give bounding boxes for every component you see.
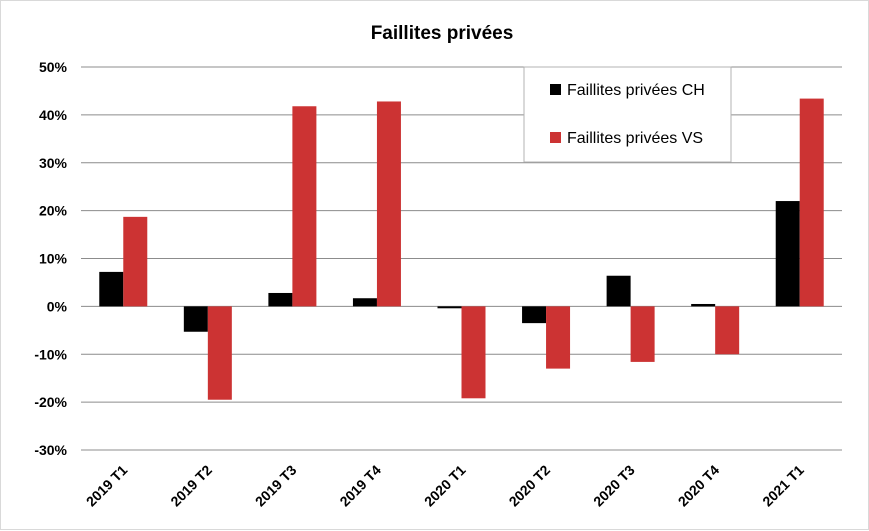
- y-tick-label: -30%: [34, 442, 67, 458]
- bar-ch: [606, 275, 631, 307]
- bar-ch: [352, 298, 377, 307]
- x-tick-label: 2019 T2: [167, 462, 215, 510]
- bar-ch: [99, 271, 124, 307]
- y-tick-label: 0%: [47, 298, 68, 314]
- x-axis: 2019 T1 2019 T2 2019 T3 2019 T4 2020 T1 2020 …: [83, 462, 807, 510]
- bar-ch: [437, 306, 462, 309]
- y-tick-label: 50%: [39, 59, 68, 75]
- y-tick-label: 20%: [39, 203, 68, 219]
- legend-swatch: [550, 132, 561, 143]
- y-tick-label: 40%: [39, 107, 68, 123]
- y-axis: 50% 40% 30% 20% 10% 0% -10% -20% -30%: [34, 59, 67, 458]
- bars: [99, 98, 824, 400]
- legend: Faillites privées CH Faillites privées VS: [523, 66, 732, 163]
- legend-label: Faillites privées CH: [567, 82, 705, 99]
- bar-vs: [207, 306, 232, 400]
- bar-ch: [691, 303, 716, 307]
- y-tick-label: -20%: [34, 394, 67, 410]
- bar-vs: [630, 306, 655, 362]
- bar-ch: [522, 306, 547, 324]
- bar-vs: [461, 306, 486, 399]
- y-tick-label: 10%: [39, 251, 68, 267]
- bar-vs: [123, 216, 148, 307]
- bar-ch: [775, 201, 800, 307]
- legend-label: Faillites privées VS: [567, 130, 703, 147]
- x-tick-label: 2019 T4: [336, 462, 384, 510]
- bar-vs: [376, 101, 401, 307]
- bar-ch: [268, 292, 293, 307]
- bar-vs: [799, 98, 824, 307]
- x-tick-label: 2019 T3: [252, 462, 300, 510]
- x-tick-label: 2021 T1: [759, 462, 807, 510]
- y-tick-label: -10%: [34, 346, 67, 362]
- x-tick-label: 2020 T3: [590, 462, 638, 510]
- chart-title: Faillites privées: [371, 23, 514, 44]
- bar-vs: [546, 306, 571, 369]
- y-tick-label: 30%: [39, 155, 68, 171]
- bar-vs: [292, 106, 317, 307]
- x-tick-label: 2020 T1: [421, 462, 469, 510]
- bar-ch: [183, 306, 208, 332]
- bar-vs: [715, 306, 740, 355]
- legend-box: [523, 66, 732, 163]
- x-tick-label: 2019 T1: [83, 462, 131, 510]
- x-tick-label: 2020 T4: [675, 462, 723, 510]
- legend-swatch: [550, 84, 561, 95]
- x-tick-label: 2020 T2: [506, 462, 554, 510]
